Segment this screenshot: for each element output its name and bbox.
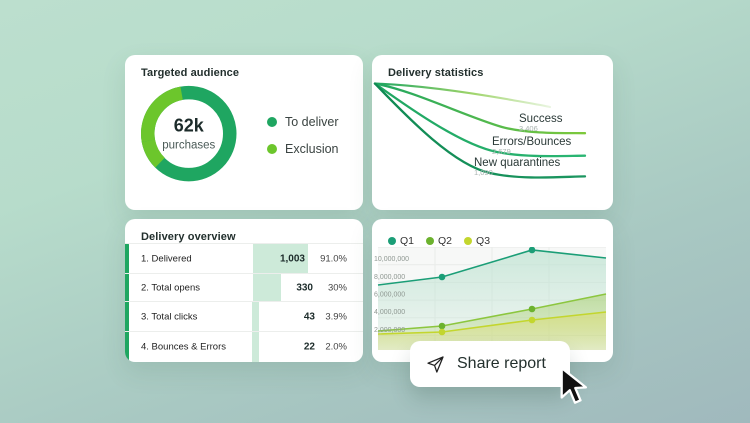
svg-text:10,000,000: 10,000,000 bbox=[374, 256, 409, 263]
svg-text:4,000,000: 4,000,000 bbox=[374, 309, 405, 316]
svg-text:6,000,000: 6,000,000 bbox=[374, 292, 405, 299]
svg-text:62k: 62k bbox=[174, 116, 205, 136]
svg-text:purchases: purchases bbox=[162, 140, 215, 152]
svg-text:2,000,000: 2,000,000 bbox=[374, 327, 405, 334]
svg-text:8,000,000: 8,000,000 bbox=[374, 274, 405, 281]
